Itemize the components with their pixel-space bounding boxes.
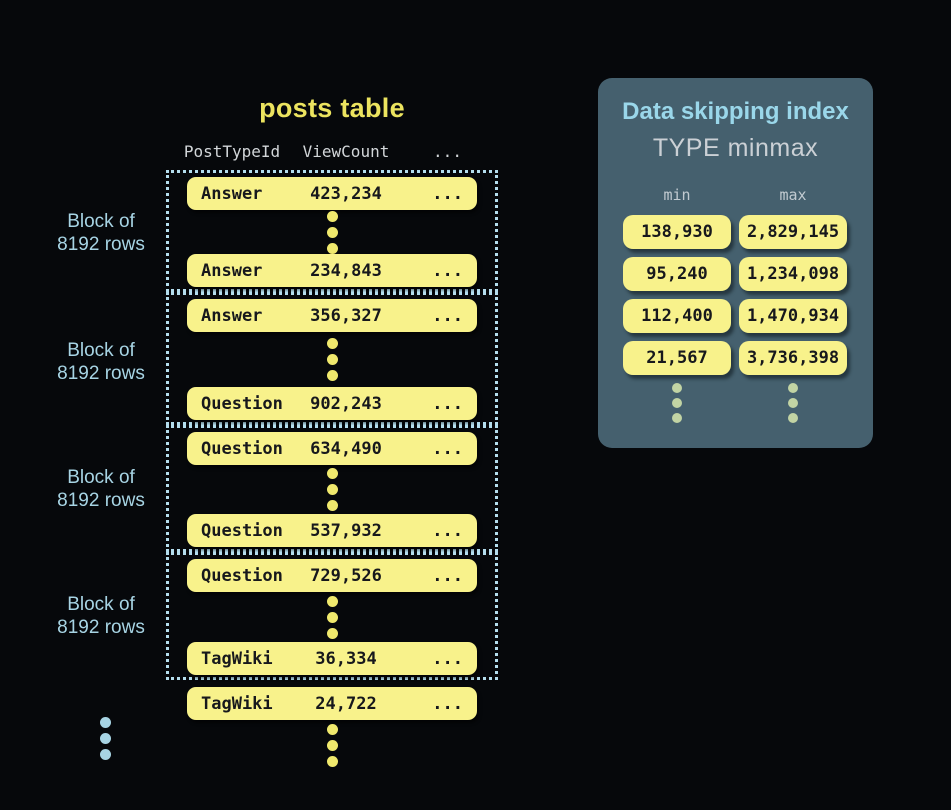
column-header-posttypeid: PostTypeId	[183, 142, 281, 161]
block-label-line1: Block of	[67, 340, 135, 361]
view-count-cell: 356,327	[310, 305, 382, 326]
post-type-cell: Question	[201, 520, 283, 541]
more-columns-cell: ...	[432, 565, 463, 586]
block-label-3: Block of 8192 rows	[31, 466, 171, 512]
block-label-line2: 8192 rows	[57, 490, 145, 511]
block-label-line1: Block of	[67, 594, 135, 615]
min-value-chip: 112,400	[623, 299, 731, 333]
block-label-line1: Block of	[67, 211, 135, 232]
table-row: Answer 356,327 ...	[187, 299, 477, 332]
more-columns-cell: ...	[432, 648, 463, 669]
more-columns-cell: ...	[432, 305, 463, 326]
view-count-cell: 423,234	[310, 183, 382, 204]
post-type-cell: Question	[201, 438, 283, 459]
max-value-chip: 1,234,098	[739, 257, 847, 291]
column-header-ellipsis: ...	[433, 142, 462, 161]
post-type-cell: Answer	[201, 183, 263, 204]
table-row: Question 537,932 ...	[187, 514, 477, 547]
panel-title: Data skipping index	[622, 98, 849, 125]
panel-subtitle: TYPE minmax	[652, 134, 819, 162]
data-skipping-index-panel: Data skipping index TYPE minmax min max …	[598, 78, 873, 448]
min-value-chip: 95,240	[623, 257, 731, 291]
table-row-tail: TagWiki 24,722 ...	[187, 687, 477, 720]
block-label-2: Block of 8192 rows	[31, 339, 171, 385]
post-type-cell: Question	[201, 565, 283, 586]
block-label-line2: 8192 rows	[57, 363, 145, 384]
table-row: Answer 234,843 ...	[187, 254, 477, 287]
view-count-cell: 36,334	[315, 648, 377, 669]
more-blocks-dots	[100, 717, 111, 760]
column-header-viewcount: ViewCount	[302, 142, 390, 161]
view-count-cell: 234,843	[310, 260, 382, 281]
row-block-1: Answer 423,234 ... Answer 234,843 ...	[166, 170, 498, 292]
block-label-line2: 8192 rows	[57, 234, 145, 255]
ellipsis-dots	[326, 338, 338, 381]
row-block-3: Question 634,490 ... Question 537,932 ..…	[166, 425, 498, 552]
block-label-line1: Block of	[67, 467, 135, 488]
max-value-chip: 1,470,934	[739, 299, 847, 333]
more-max-values-dots	[788, 383, 798, 423]
row-block-2: Answer 356,327 ... Question 902,243 ...	[166, 292, 498, 425]
block-label-1: Block of 8192 rows	[31, 210, 171, 256]
post-type-cell: TagWiki	[201, 693, 273, 714]
more-columns-cell: ...	[432, 520, 463, 541]
post-type-cell: TagWiki	[201, 648, 273, 669]
ellipsis-dots	[326, 468, 338, 511]
more-min-values-dots	[672, 383, 682, 423]
min-value-chip: 138,930	[623, 215, 731, 249]
max-value-chip: 3,736,398	[739, 341, 847, 375]
table-row: Question 634,490 ...	[187, 432, 477, 465]
view-count-cell: 729,526	[310, 565, 382, 586]
table-row: Question 729,526 ...	[187, 559, 477, 592]
view-count-cell: 24,722	[315, 693, 377, 714]
ellipsis-dots	[326, 210, 338, 254]
ellipsis-dots	[326, 595, 338, 639]
view-count-cell: 902,243	[310, 393, 382, 414]
post-type-cell: Question	[201, 393, 283, 414]
more-columns-cell: ...	[432, 183, 463, 204]
more-columns-cell: ...	[432, 693, 463, 714]
posts-table-title: posts table	[259, 93, 405, 123]
table-row: Answer 423,234 ...	[187, 177, 477, 210]
min-column-header: min	[663, 186, 691, 204]
more-rows-dots	[327, 724, 338, 767]
view-count-cell: 537,932	[310, 520, 382, 541]
table-row: TagWiki 36,334 ...	[187, 642, 477, 675]
table-row: Question 902,243 ...	[187, 387, 477, 420]
max-column-header: max	[779, 186, 807, 204]
max-value-chip: 2,829,145	[739, 215, 847, 249]
row-block-4: Question 729,526 ... TagWiki 36,334 ...	[166, 552, 498, 680]
more-columns-cell: ...	[432, 393, 463, 414]
more-columns-cell: ...	[432, 260, 463, 281]
view-count-cell: 634,490	[310, 438, 382, 459]
more-columns-cell: ...	[432, 438, 463, 459]
block-label-line2: 8192 rows	[57, 617, 145, 638]
post-type-cell: Answer	[201, 305, 263, 326]
min-value-chip: 21,567	[623, 341, 731, 375]
post-type-cell: Answer	[201, 260, 263, 281]
block-label-4: Block of 8192 rows	[31, 593, 171, 639]
